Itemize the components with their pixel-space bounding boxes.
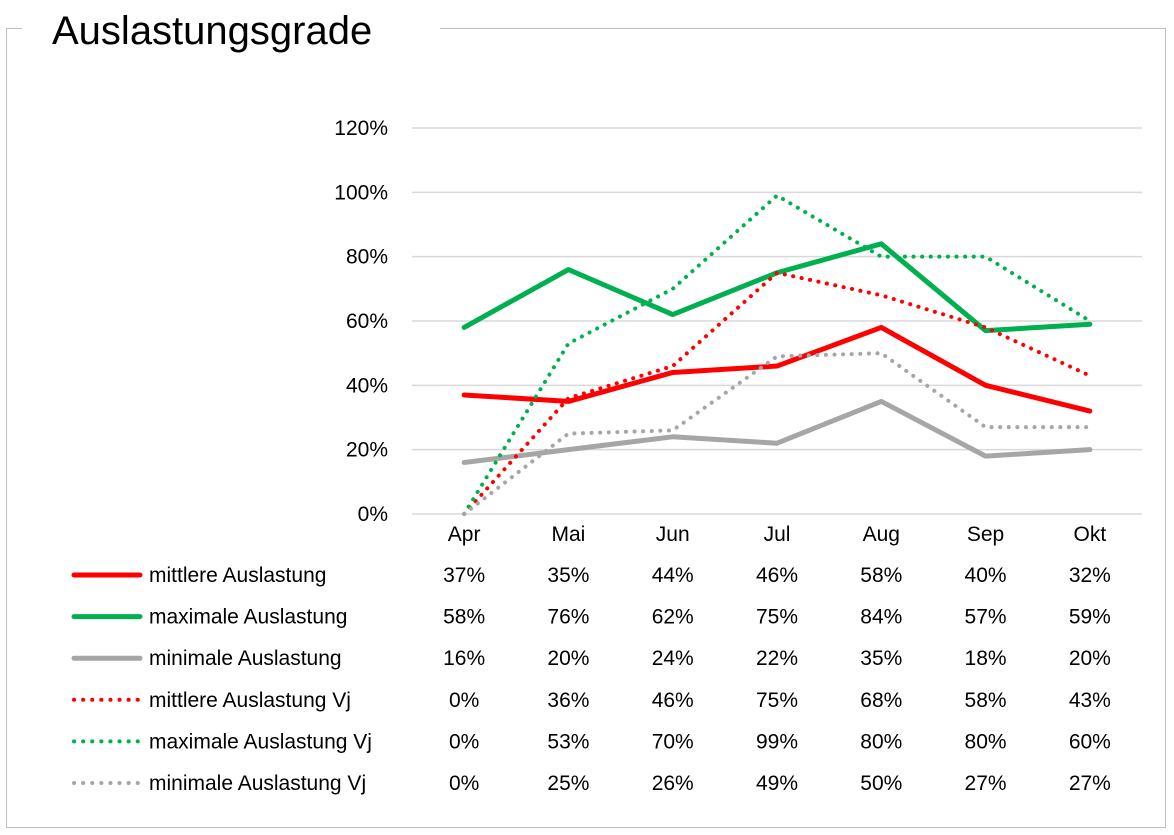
table-cell-maximale-auslastung-vj-aug: 80%	[860, 730, 902, 753]
table-cell-minimale-auslastung-vj-apr: 0%	[449, 772, 479, 795]
table-cell-maximale-auslastung-mai: 76%	[547, 606, 589, 629]
table-cell-maximale-auslastung-vj-jul: 99%	[756, 730, 798, 753]
table-cell-mittlere-auslastung-vj-jul: 75%	[756, 689, 798, 712]
table-cell-maximale-auslastung-jun: 62%	[652, 606, 694, 629]
table-cell-minimale-auslastung-sep: 18%	[965, 647, 1007, 670]
x-tick-label-sep: Sep	[967, 523, 1004, 546]
table-cell-minimale-auslastung-vj-jun: 26%	[652, 772, 694, 795]
table-cell-maximale-auslastung-sep: 57%	[965, 606, 1007, 629]
table-cell-maximale-auslastung-aug: 84%	[860, 606, 902, 629]
table-cell-minimale-auslastung-okt: 20%	[1069, 647, 1111, 670]
table-cell-mittlere-auslastung-jul: 46%	[756, 564, 798, 587]
table-cell-maximale-auslastung-vj-okt: 60%	[1069, 730, 1111, 753]
table-cell-minimale-auslastung-vj-sep: 27%	[965, 772, 1007, 795]
table-cell-mittlere-auslastung-aug: 58%	[860, 564, 902, 587]
table-cell-minimale-auslastung-apr: 16%	[443, 647, 485, 670]
x-tick-label-apr: Apr	[448, 523, 481, 546]
table-cell-maximale-auslastung-vj-apr: 0%	[449, 730, 479, 753]
series-line-minimale-auslastung-vj	[462, 351, 1092, 516]
table-cell-minimale-auslastung-vj-mai: 25%	[547, 772, 589, 795]
series-line-mittlere-auslastung-vj	[462, 270, 1092, 516]
x-tick-label-aug: Aug	[863, 523, 900, 546]
y-tick-label: 60%	[346, 310, 388, 333]
table-cell-maximale-auslastung-jul: 75%	[756, 606, 798, 629]
y-tick-label: 40%	[346, 374, 388, 397]
series-line-minimale-auslastung	[461, 398, 1093, 466]
table-cell-mittlere-auslastung-sep: 40%	[965, 564, 1007, 587]
y-tick-label: 100%	[334, 181, 388, 204]
table-cell-mittlere-auslastung-jun: 44%	[652, 564, 694, 587]
table-cell-mittlere-auslastung-vj-aug: 68%	[860, 689, 902, 712]
legend-label-maximale-auslastung-vj: maximale Auslastung Vj	[149, 730, 372, 753]
x-tick-label-mai: Mai	[552, 523, 586, 546]
table-cell-mittlere-auslastung-vj-sep: 58%	[965, 689, 1007, 712]
table-cell-minimale-auslastung-jun: 24%	[652, 647, 694, 670]
y-tick-label: 0%	[358, 503, 388, 526]
legend-label-mittlere-auslastung: mittlere Auslastung	[149, 564, 326, 587]
x-axis-ticks: Apr Mai Jun Jul Aug Sep Okt	[448, 523, 1107, 546]
table-cell-mittlere-auslastung-vj-mai: 36%	[547, 689, 589, 712]
table-cell-mittlere-auslastung-apr: 37%	[443, 564, 485, 587]
table-cell-maximale-auslastung-okt: 59%	[1069, 606, 1111, 629]
y-tick-label: 20%	[346, 439, 388, 462]
legend-label-minimale-auslastung: minimale Auslastung	[149, 647, 342, 670]
table-cell-maximale-auslastung-apr: 58%	[443, 606, 485, 629]
legend-label-minimale-auslastung-vj: minimale Auslastung Vj	[149, 772, 366, 795]
gridlines	[412, 127, 1142, 515]
table-cell-maximale-auslastung-vj-jun: 70%	[652, 730, 694, 753]
table-cell-maximale-auslastung-vj-mai: 53%	[547, 730, 589, 753]
legend-label-mittlere-auslastung-vj: mittlere Auslastung Vj	[149, 689, 351, 712]
legend-label-maximale-auslastung: maximale Auslastung	[149, 606, 347, 629]
y-tick-label: 80%	[346, 246, 388, 269]
table-cell-minimale-auslastung-vj-jul: 49%	[756, 772, 798, 795]
series-line-maximale-auslastung-vj	[462, 193, 1092, 516]
series-line-mittlere-auslastung	[461, 324, 1093, 414]
table-cell-minimale-auslastung-mai: 20%	[547, 647, 589, 670]
chart-frame	[6, 28, 1166, 828]
table-cell-minimale-auslastung-jul: 22%	[756, 647, 798, 670]
table-cell-mittlere-auslastung-mai: 35%	[547, 564, 589, 587]
x-tick-label-okt: Okt	[1074, 523, 1107, 546]
table-cell-mittlere-auslastung-vj-okt: 43%	[1069, 689, 1111, 712]
x-tick-label-jun: Jun	[656, 523, 690, 546]
table-cell-maximale-auslastung-vj-sep: 80%	[965, 730, 1007, 753]
data-table: mittlere Auslastung 37% 35% 44% 46% 58% 40% 32%…	[71, 564, 1111, 795]
table-cell-mittlere-auslastung-vj-apr: 0%	[449, 689, 479, 712]
series-lines	[461, 193, 1093, 516]
table-cell-mittlere-auslastung-okt: 32%	[1069, 564, 1111, 587]
table-cell-minimale-auslastung-vj-okt: 27%	[1069, 772, 1111, 795]
x-tick-label-jul: Jul	[764, 523, 791, 546]
y-axis-ticks: 0% 20% 40% 60% 80% 100% 120%	[334, 117, 388, 526]
table-cell-minimale-auslastung-vj-aug: 50%	[860, 772, 902, 795]
y-tick-label: 120%	[334, 117, 388, 140]
title-background	[22, 4, 440, 56]
chart-title: Auslastungsgrade	[52, 9, 373, 53]
table-cell-minimale-auslastung-aug: 35%	[860, 647, 902, 670]
table-cell-mittlere-auslastung-vj-jun: 46%	[652, 689, 694, 712]
